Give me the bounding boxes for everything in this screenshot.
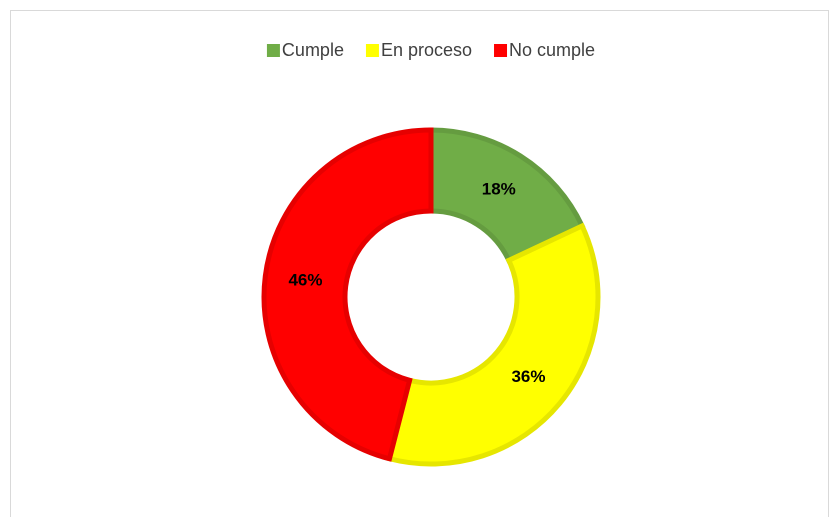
legend-label: En proceso — [381, 40, 472, 60]
donut-slice — [428, 127, 586, 264]
legend-label: Cumple — [282, 40, 344, 60]
donut-slice — [261, 127, 434, 462]
legend: Cumple En proceso No cumple — [266, 40, 595, 60]
legend-swatch — [494, 44, 508, 57]
donut-slice — [386, 222, 601, 467]
data-label: 36% — [511, 367, 545, 386]
legend-label: No cumple — [509, 40, 595, 60]
data-label: 18% — [482, 180, 516, 199]
legend-swatch — [266, 44, 280, 57]
legend-swatch — [365, 44, 379, 57]
data-label: 46% — [288, 271, 322, 290]
donut: 18% 36% 46% — [261, 127, 601, 467]
